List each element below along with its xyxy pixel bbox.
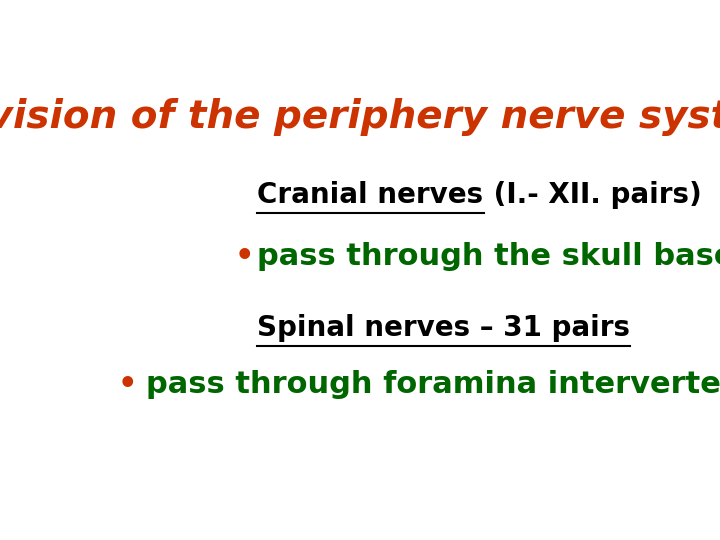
Text: (I.- XII. pairs): (I.- XII. pairs): [484, 181, 701, 209]
Text: •: •: [235, 241, 255, 271]
Text: pass through the skull base: pass through the skull base: [258, 241, 720, 271]
Text: Division of the periphery nerve system: Division of the periphery nerve system: [0, 98, 720, 136]
Text: pass through foramina intervertebralia: pass through foramina intervertebralia: [145, 370, 720, 400]
Text: •: •: [118, 370, 138, 400]
Text: Spinal nerves – 31 pairs: Spinal nerves – 31 pairs: [258, 314, 631, 342]
Text: Cranial nerves: Cranial nerves: [258, 181, 484, 209]
